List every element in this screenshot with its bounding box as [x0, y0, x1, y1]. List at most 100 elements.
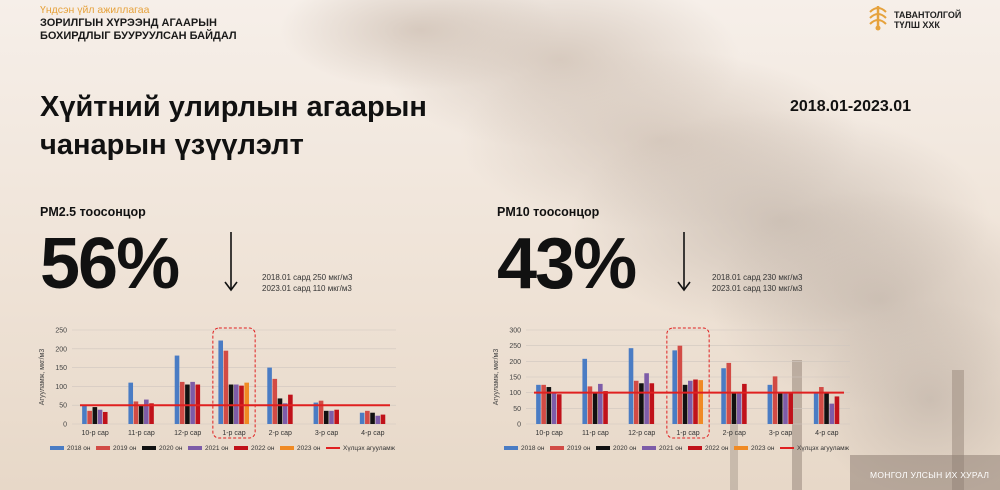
x-tick-label: 4-р сар — [361, 430, 384, 437]
bar-2019-он — [677, 345, 683, 424]
pm25-note-2018: 2018.01 сард 250 мкг/м3 — [262, 273, 353, 282]
bar-2021-он — [783, 392, 788, 424]
legend-label: 2023 он — [297, 445, 321, 452]
pm10-reduction-percent: 43% — [497, 224, 637, 304]
page-title-line-1: Хүйтний улирлын агаарын — [40, 91, 427, 123]
bar-2018-он — [267, 367, 272, 424]
bar-2020-он — [824, 392, 829, 424]
legend-label: 2021 он — [205, 445, 229, 452]
bar-2018-он — [721, 368, 726, 424]
bar-2018-он — [536, 384, 541, 424]
legend-swatch — [642, 446, 656, 450]
bar-2022-он — [603, 391, 608, 424]
bar-2022-он — [788, 392, 793, 424]
bar-2019-он — [179, 381, 185, 424]
bar-2018-он — [218, 340, 223, 424]
tavantolgoi-logo-icon — [869, 6, 887, 31]
subtitle-line-1: ЗОРИЛГЫН ХҮРЭЭНД АГААРЫН — [40, 17, 217, 29]
pm10-bar-chart: Агууламж, мкг/м3 0 50 100 150 200 250 300 10-р с… — [493, 327, 850, 452]
bar-2021-он — [144, 399, 149, 424]
bar-2018-он — [128, 382, 134, 424]
period-label: 2018.01-2023.01 — [790, 98, 911, 115]
bar-2022-он — [380, 414, 386, 424]
legend-swatch — [234, 446, 248, 450]
legend-label: 2018 он — [67, 445, 91, 452]
bar-2018-он — [313, 402, 319, 424]
legend-label: 2022 он — [251, 445, 275, 452]
x-tick-label: 4-р сар — [815, 430, 838, 437]
bar-2018-он — [82, 405, 87, 424]
bar-2019-он — [365, 410, 370, 424]
legend-swatch — [280, 446, 294, 450]
legend-label: Хүлцэх агууламж — [343, 445, 396, 452]
legend-swatch — [596, 446, 610, 450]
y-tick-label: 200 — [55, 346, 67, 353]
legend-swatch — [188, 446, 202, 450]
highlight-box — [666, 327, 710, 439]
legend-label: 2021 он — [659, 445, 683, 452]
bar-2021-он — [190, 381, 195, 424]
bar-2022-он — [834, 396, 840, 424]
x-tick-label: 10-р сар — [536, 430, 563, 437]
y-axis-label: Агууламж, мкг/м3 — [493, 349, 500, 406]
bar-2021-он — [644, 373, 649, 424]
pm25-bar-chart: Агууламж, мкг/м3 0 50 100 150 200 250 10-р сар 1… — [39, 327, 396, 452]
bar-2022-он — [649, 383, 655, 424]
y-tick-label: 250 — [509, 343, 521, 350]
pm25-reduction-percent: 56% — [40, 224, 180, 304]
bar-2020-он — [546, 387, 552, 424]
logo-line-1: ТАВАНТОЛГОЙ — [894, 10, 962, 20]
pm10-note-2018: 2018.01 сард 230 мкг/м3 — [712, 273, 803, 282]
bar-2019-он — [772, 376, 778, 424]
pm25-title: PM2.5 тоосонцор — [40, 205, 146, 219]
legend-label: 2022 он — [705, 445, 729, 452]
subtitle-line-2: БОХИРДЛЫГ БУУРУУЛСАН БАЙДАЛ — [40, 30, 237, 42]
y-tick-label: 150 — [55, 365, 67, 372]
legend-swatch — [550, 446, 564, 450]
y-tick-label: 100 — [509, 390, 521, 397]
legend-label: 2019 он — [567, 445, 591, 452]
page-title-line-2: чанарын үзүүлэлт — [40, 129, 304, 161]
bar-2019-он — [272, 378, 278, 424]
bar-2022-он — [693, 379, 698, 424]
legend-swatch — [50, 446, 64, 450]
bar-2022-он — [742, 383, 747, 424]
footer-label: МОНГОЛ УЛСЫН ИХ ХУРАЛ — [870, 470, 990, 480]
bar-2022-он — [556, 394, 562, 424]
bar-2018-он — [582, 358, 588, 424]
bar-2021-он — [736, 393, 742, 424]
bar-2019-он — [633, 380, 639, 424]
bar-2021-он — [829, 403, 835, 424]
x-tick-label: 12-р сар — [174, 430, 201, 437]
bar-2018-он — [174, 355, 180, 424]
bar-2021-он — [375, 415, 381, 424]
y-tick-label: 50 — [59, 403, 67, 410]
bar-2018-он — [628, 348, 634, 424]
bar-2022-он — [288, 394, 293, 424]
bar-2019-он — [587, 386, 593, 424]
bar-2020-он — [370, 412, 375, 424]
legend-label: Хүлцэх агууламж — [797, 445, 850, 452]
bar-2020-он — [92, 407, 98, 424]
x-tick-label: 2-р сар — [269, 430, 292, 437]
bar-2023-он — [698, 380, 703, 424]
highlight-box — [212, 327, 256, 439]
bar-2021-он — [282, 403, 288, 424]
bar-2020-он — [731, 392, 737, 424]
x-tick-label: 2-р сар — [723, 430, 746, 437]
bar-2018-он — [813, 392, 819, 424]
arrow-down-icon — [677, 232, 691, 292]
bar-2019-он — [541, 384, 546, 424]
bar-2023-он — [244, 382, 249, 424]
bar-2022-он — [102, 411, 108, 424]
x-tick-label: 11-р сар — [128, 430, 155, 437]
y-tick-label: 0 — [517, 422, 521, 429]
bar-2021-он — [97, 409, 103, 424]
pm25-note-2023: 2023.01 сард 110 мкг/м3 — [262, 284, 352, 293]
legend-label: 2019 он — [113, 445, 137, 452]
bar-2020-он — [592, 393, 598, 424]
bar-2020-он — [777, 393, 783, 424]
arrow-down-icon — [224, 232, 238, 292]
legend-label: 2023 он — [751, 445, 775, 452]
